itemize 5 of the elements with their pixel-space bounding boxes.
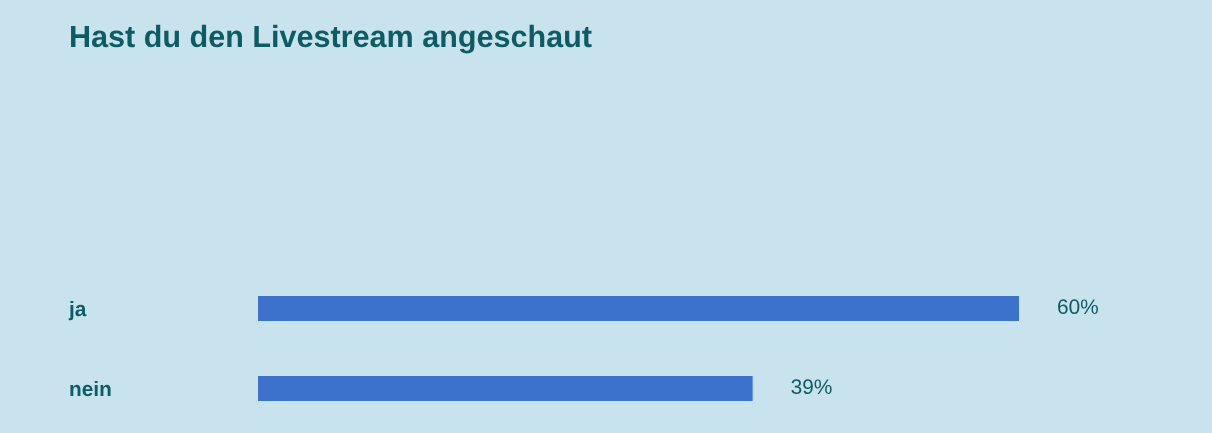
chart-title: Hast du den Livestream angeschaut xyxy=(71,24,592,54)
data-label: 60% xyxy=(1058,299,1098,315)
y-tick-label: nein xyxy=(70,380,111,397)
data-label: 39% xyxy=(791,379,832,395)
y-tick-label: ja xyxy=(68,300,87,321)
